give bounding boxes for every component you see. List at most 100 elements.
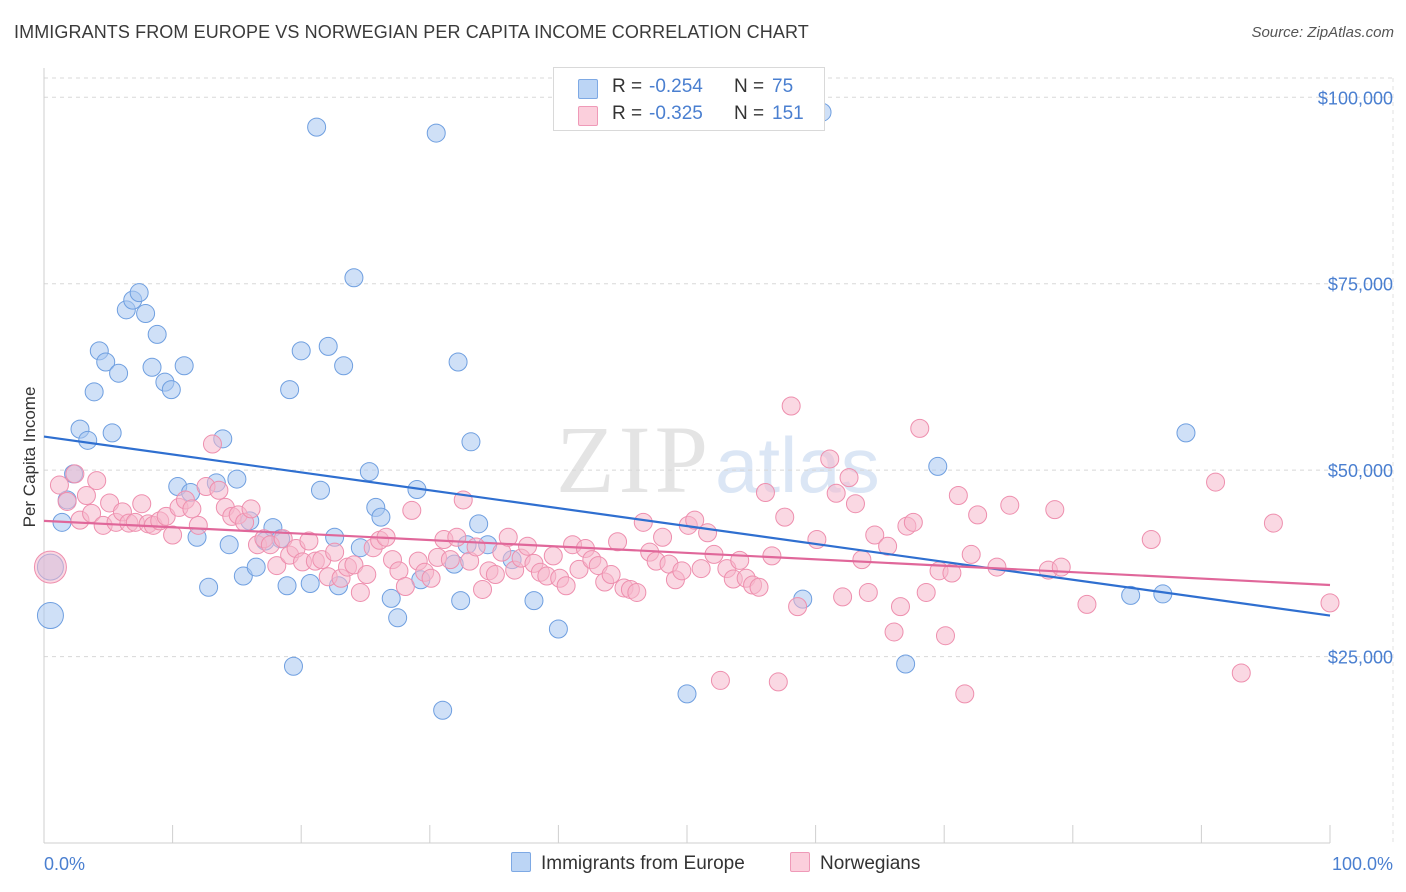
data-point <box>768 672 788 692</box>
axes <box>43 68 1331 844</box>
y-tick-label: $50,000 <box>1328 461 1393 481</box>
legend-item-norwegians[interactable]: Norwegians <box>790 852 920 875</box>
y-tick-label: $75,000 <box>1328 275 1393 295</box>
data-point <box>280 380 300 400</box>
data-point <box>283 656 303 676</box>
legend-row-norwegians: R = -0.325 N = 151 <box>554 101 824 129</box>
data-point <box>381 588 401 608</box>
source-label: Source: ZipAtlas.com <box>1251 24 1394 41</box>
data-point <box>182 499 202 519</box>
watermark-atlas: atlas <box>715 421 880 509</box>
series-legend: Immigrants from Europe Norwegians <box>0 852 1406 876</box>
data-point <box>318 336 338 356</box>
data-point <box>350 582 370 602</box>
data-point <box>677 684 697 704</box>
data-point <box>307 117 327 137</box>
legend-r-label: R = <box>612 76 643 97</box>
data-point <box>433 700 453 720</box>
data-point <box>896 654 916 674</box>
data-point <box>357 565 377 585</box>
data-point <box>277 576 297 596</box>
data-point <box>299 531 319 551</box>
data-point <box>371 507 391 527</box>
data-point <box>608 532 628 552</box>
data-point <box>710 670 730 690</box>
y-tick-label: $25,000 <box>1328 648 1393 668</box>
data-point <box>241 499 261 519</box>
data-point <box>948 485 968 505</box>
x-tick-label-min: 0.0% <box>44 854 85 874</box>
data-point <box>448 352 468 372</box>
data-point <box>451 591 471 611</box>
data-point <box>1077 594 1097 614</box>
data-point <box>188 515 208 535</box>
data-point <box>878 536 898 556</box>
data-point <box>698 523 718 543</box>
data-point <box>852 550 872 570</box>
data-point <box>57 491 77 511</box>
data-point <box>775 507 795 527</box>
data-point <box>955 684 975 704</box>
legend-n-value: 151 <box>772 103 804 124</box>
data-point <box>469 514 489 534</box>
data-point <box>163 525 183 545</box>
data-point <box>1121 585 1141 605</box>
legend-r-value: -0.325 <box>649 103 703 124</box>
data-point <box>1176 423 1196 443</box>
data-point <box>485 565 505 585</box>
data-point <box>1320 593 1340 613</box>
data-point <box>685 510 705 530</box>
data-point <box>65 464 85 484</box>
data-point <box>890 597 910 617</box>
data-point <box>569 559 589 579</box>
watermark-zip: ZIP <box>556 406 712 513</box>
data-point <box>267 556 287 576</box>
data-point <box>543 546 563 566</box>
data-point <box>730 550 750 570</box>
data-point <box>84 382 104 402</box>
y-tick-label: $100,000 <box>1318 88 1393 108</box>
data-point <box>910 418 930 438</box>
data-point <box>76 485 96 505</box>
data-point <box>325 542 345 562</box>
data-point <box>300 573 320 593</box>
legend-item-immigrants[interactable]: Immigrants from Europe <box>511 852 745 875</box>
legend-swatch-norwegians <box>790 852 810 872</box>
data-point <box>136 304 156 324</box>
x-tick-label-max: 100.0% <box>1332 854 1393 874</box>
data-point <box>33 550 67 584</box>
data-point <box>781 396 801 416</box>
data-point <box>633 512 653 532</box>
data-point <box>1045 500 1065 520</box>
data-point <box>78 430 98 450</box>
data-point <box>928 456 948 476</box>
data-point <box>788 597 808 617</box>
correlation-legend: R = -0.254 N = 75 R = -0.325 N = 151 <box>553 67 825 131</box>
data-point <box>359 462 379 482</box>
data-point <box>749 577 769 597</box>
data-point <box>691 559 711 579</box>
data-point <box>421 568 441 588</box>
data-point <box>1231 663 1251 683</box>
data-point <box>903 512 923 532</box>
legend-row-immigrants: R = -0.254 N = 75 <box>554 74 824 102</box>
legend-n-label: N = <box>734 103 765 124</box>
data-point <box>96 352 116 372</box>
data-point <box>839 468 859 488</box>
data-point <box>344 555 364 575</box>
data-point <box>473 579 493 599</box>
data-point <box>219 535 239 555</box>
data-point <box>199 577 219 597</box>
data-point <box>961 544 981 564</box>
trend-line-immigrants <box>43 435 1331 617</box>
data-point <box>1141 529 1161 549</box>
data-point <box>334 356 354 376</box>
data-point <box>209 480 229 500</box>
data-point <box>1263 513 1283 533</box>
data-point <box>109 363 129 383</box>
data-point <box>174 356 194 376</box>
data-point <box>161 380 181 400</box>
legend-swatch-norwegians <box>578 106 598 126</box>
data-point <box>601 565 621 585</box>
